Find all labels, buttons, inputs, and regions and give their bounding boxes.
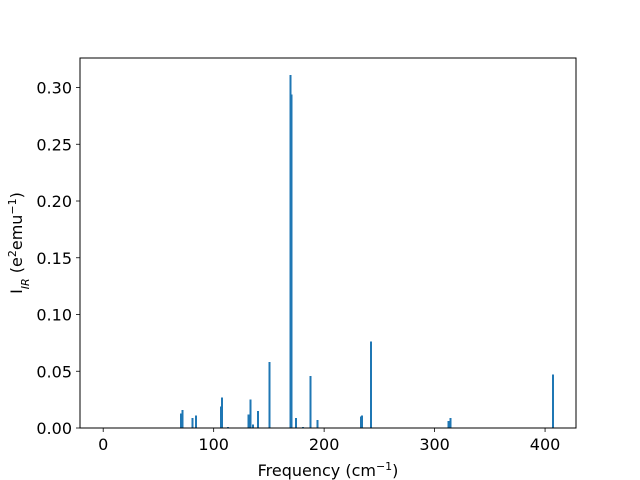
- bar-7: [247, 414, 250, 428]
- bar-2: [191, 417, 194, 428]
- bar-14: [294, 417, 297, 428]
- x-tick-label-2: 200: [309, 435, 340, 454]
- y-tick-label-3: 0.15: [36, 249, 72, 268]
- y-tick-label-4: 0.20: [36, 192, 72, 211]
- bar-15: [302, 426, 305, 428]
- bar-12: [289, 75, 292, 429]
- bar-4: [219, 406, 222, 428]
- x-tick-label-1: 100: [198, 435, 229, 454]
- x-tick-label-4: 400: [530, 435, 561, 454]
- y-tick-label-0: 0.00: [36, 419, 72, 438]
- x-axis-ticks: 0 100 200 300 400: [98, 428, 560, 454]
- bar-11: [268, 362, 271, 428]
- bar-16: [309, 375, 312, 428]
- bar-series: [179, 75, 554, 429]
- plot-frame: [79, 57, 577, 429]
- bar-1: [181, 409, 184, 428]
- bar-3: [194, 415, 197, 428]
- y-axis-label: IIR (e2emu−1): [6, 192, 32, 294]
- y-tick-label-1: 0.05: [36, 362, 72, 381]
- bar-18: [360, 416, 363, 428]
- x-tick-label-3: 300: [419, 435, 450, 454]
- bar-6: [227, 426, 230, 428]
- bar-9: [251, 424, 254, 428]
- y-axis-ticks: 0.00 0.05 0.10 0.15 0.20 0.25 0.30: [36, 79, 80, 438]
- y-tick-label-6: 0.30: [36, 79, 72, 98]
- bar-0: [179, 413, 182, 428]
- bar-22: [449, 417, 452, 428]
- x-axis-label: Frequency (cm−1): [258, 460, 399, 480]
- bar-5: [220, 397, 223, 428]
- bar-17: [316, 420, 319, 428]
- bar-8: [249, 399, 252, 428]
- x-tick-label-0: 0: [98, 435, 108, 454]
- bar-21: [447, 421, 450, 428]
- bar-10: [256, 410, 259, 428]
- y-tick-label-2: 0.10: [36, 306, 72, 325]
- bar-23: [551, 374, 554, 428]
- bar-19: [361, 415, 364, 428]
- bar-13: [290, 94, 293, 428]
- bar-20: [370, 341, 373, 428]
- y-tick-label-5: 0.25: [36, 135, 72, 154]
